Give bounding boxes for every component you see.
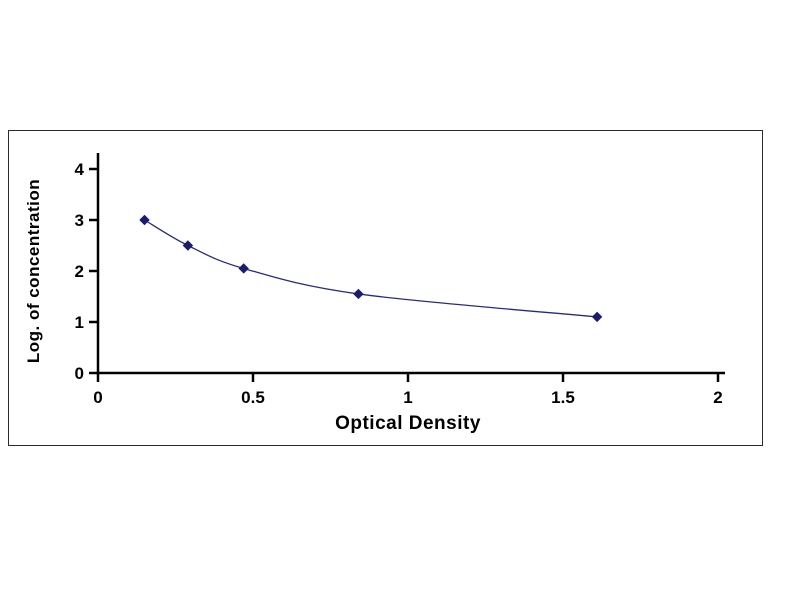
data-point-marker (591, 311, 603, 323)
x-tick-label: 0.5 (241, 388, 265, 407)
x-tick-label: 2 (713, 388, 722, 407)
standard-curve-line (144, 219, 598, 318)
y-tick-label: 4 (75, 160, 85, 179)
data-point-marker (139, 214, 150, 226)
x-axis-title: Optical Density (335, 413, 481, 434)
x-tick-label: 1 (403, 388, 412, 407)
data-point-marker (182, 240, 194, 251)
data-point-marker (238, 263, 249, 274)
y-axis-title: Log. of concentration (24, 179, 43, 363)
chart-frame: 0 0.5 1 1.5 2 0 1 2 3 4 Optical Density Log. of c… (8, 130, 763, 446)
y-tick-label: 0 (75, 364, 84, 383)
x-tick-label: 0 (93, 388, 102, 407)
standard-curve-chart: 0 0.5 1 1.5 2 0 1 2 3 4 Optical Density Log. of c… (24, 153, 725, 434)
y-tick-label: 3 (75, 211, 84, 230)
y-tick-label: 2 (75, 262, 84, 281)
axes-layer: 0 0.5 1 1.5 2 0 1 2 3 4 (75, 153, 725, 407)
curve-series (139, 214, 603, 323)
data-point-marker (353, 288, 364, 300)
x-tick-label: 1.5 (551, 388, 575, 407)
y-tick-label: 1 (75, 313, 84, 332)
